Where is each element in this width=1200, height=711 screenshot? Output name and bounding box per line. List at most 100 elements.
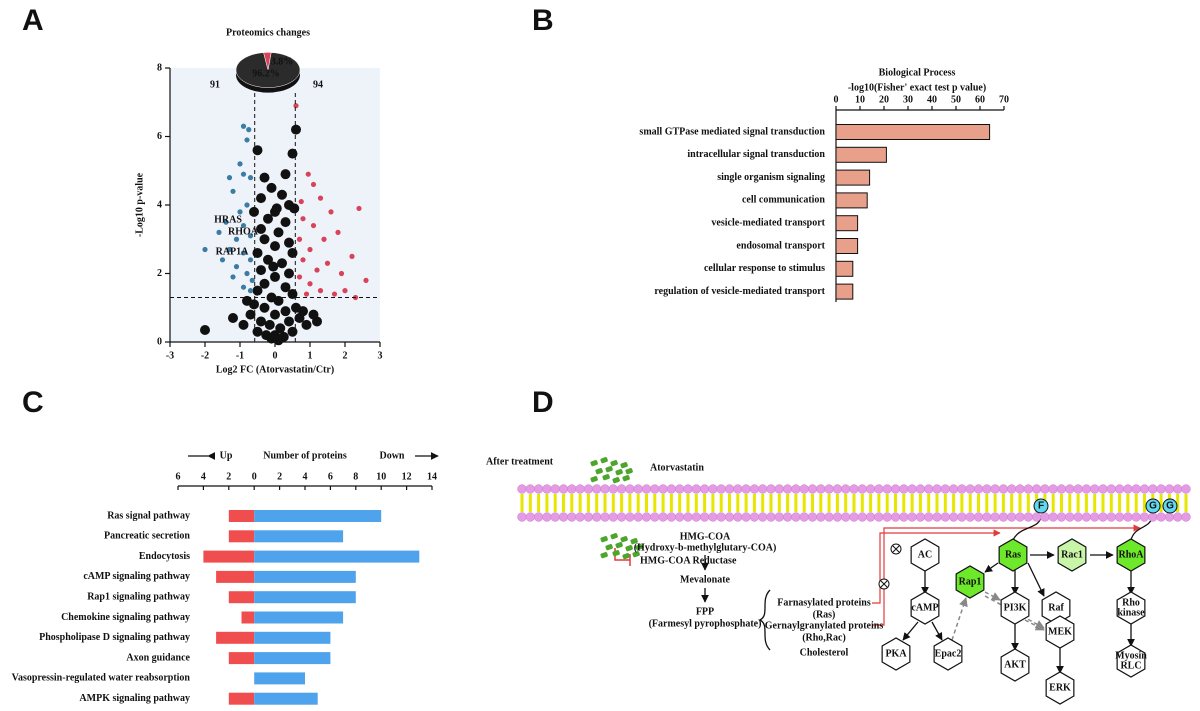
category-label: cAMP signaling pathway <box>83 571 190 582</box>
drug-molecule <box>635 544 643 551</box>
lipid-head <box>1098 484 1108 494</box>
category-label: vesicle-mediated transport <box>711 217 825 228</box>
bar-up <box>228 692 255 705</box>
pathway-node <box>933 637 963 671</box>
drug-molecule <box>610 460 618 467</box>
point <box>200 325 210 336</box>
chart-title: Number of proteins <box>263 450 347 461</box>
point <box>270 309 280 320</box>
x-tick-label: 1 <box>308 350 313 361</box>
lipid-head <box>791 512 801 522</box>
category-label: Ras signal pathway <box>107 510 190 521</box>
x-tick-label: -3 <box>166 350 174 361</box>
drug-molecule <box>600 536 608 543</box>
point <box>240 171 247 177</box>
point <box>216 229 222 235</box>
lipid-head <box>957 512 967 522</box>
lipid-head <box>782 512 793 522</box>
lipid-head <box>915 484 926 494</box>
chart-title: Proteomics changes <box>226 27 310 38</box>
category-label: Phospholipase D signaling pathway <box>39 632 190 643</box>
category-label: single organism signaling <box>717 172 825 183</box>
point <box>296 236 303 242</box>
point <box>305 171 311 177</box>
lipid-head <box>1106 484 1116 494</box>
lipid-head <box>1131 484 1141 494</box>
lipid-head <box>616 512 627 522</box>
lipid-head <box>575 512 585 522</box>
lipid-head <box>658 484 668 494</box>
x-tick-label: -2 <box>201 350 209 361</box>
point <box>289 203 300 214</box>
point <box>249 277 255 283</box>
lipid-head <box>832 484 843 494</box>
x-tick-label: 30 <box>903 94 913 105</box>
lipid-head <box>1181 512 1191 522</box>
node-label: Raf <box>1048 602 1064 613</box>
lipid-head <box>699 484 710 494</box>
point <box>270 241 280 252</box>
lipid-anchor <box>1033 498 1049 514</box>
lipid-head <box>1031 512 1042 522</box>
x-tick-label: 0 <box>834 94 839 105</box>
pathway-node <box>1045 615 1075 649</box>
point <box>237 161 243 167</box>
annotation: RAP1A <box>216 246 250 257</box>
drug-molecule <box>630 538 638 545</box>
lipid-head <box>641 512 652 522</box>
lipid-head <box>1148 512 1158 522</box>
lipid-head <box>724 512 735 522</box>
point <box>247 257 254 263</box>
node-label: Epac2 <box>935 648 962 659</box>
drug-molecule <box>590 460 598 467</box>
point <box>287 148 298 159</box>
lipid-head <box>1015 484 1025 494</box>
lipid-head <box>741 484 751 494</box>
lipid-head <box>592 484 602 494</box>
lipid-head <box>907 512 917 522</box>
diagram-text: Cholesterol <box>800 647 849 658</box>
lipid-head <box>799 484 809 494</box>
lipid-head <box>940 484 950 494</box>
lipid-head <box>666 512 677 522</box>
lipid-head <box>907 484 917 494</box>
drug-molecule <box>595 468 603 475</box>
category-label: Axon guidance <box>126 652 190 663</box>
lipid-head <box>600 484 610 494</box>
bar-down <box>254 631 331 644</box>
node-label: MEK <box>1048 626 1072 637</box>
lipid-head <box>608 484 618 494</box>
point <box>328 209 334 215</box>
point <box>252 145 263 156</box>
lipid-head <box>708 484 718 494</box>
lipid-head <box>841 484 851 494</box>
bar <box>835 169 871 186</box>
category-label: AMPK signaling pathway <box>79 693 190 704</box>
lipid-head <box>1048 512 1058 522</box>
point <box>356 205 362 212</box>
point <box>264 319 275 330</box>
bar <box>835 192 868 209</box>
node-label: cAMP <box>911 602 938 613</box>
category-label: regulation of vesicle-mediated transport <box>654 286 825 297</box>
drug-molecule <box>615 469 623 476</box>
point <box>310 222 317 229</box>
point <box>247 175 254 181</box>
point <box>308 309 319 320</box>
lipid-head <box>1040 484 1050 494</box>
point <box>263 254 273 265</box>
lipid-head <box>1007 484 1017 494</box>
lipid-head <box>675 484 685 494</box>
x-tick-label: 3 <box>378 350 383 361</box>
lipid-head <box>940 512 950 522</box>
point <box>237 209 243 215</box>
lipid-head <box>1073 512 1083 522</box>
lipid-head <box>567 512 577 522</box>
node-label: AC <box>918 549 932 560</box>
point <box>275 323 286 334</box>
category-label: cell communication <box>742 195 825 206</box>
panel-label: A <box>22 4 44 37</box>
point <box>252 326 263 337</box>
point <box>240 222 247 229</box>
